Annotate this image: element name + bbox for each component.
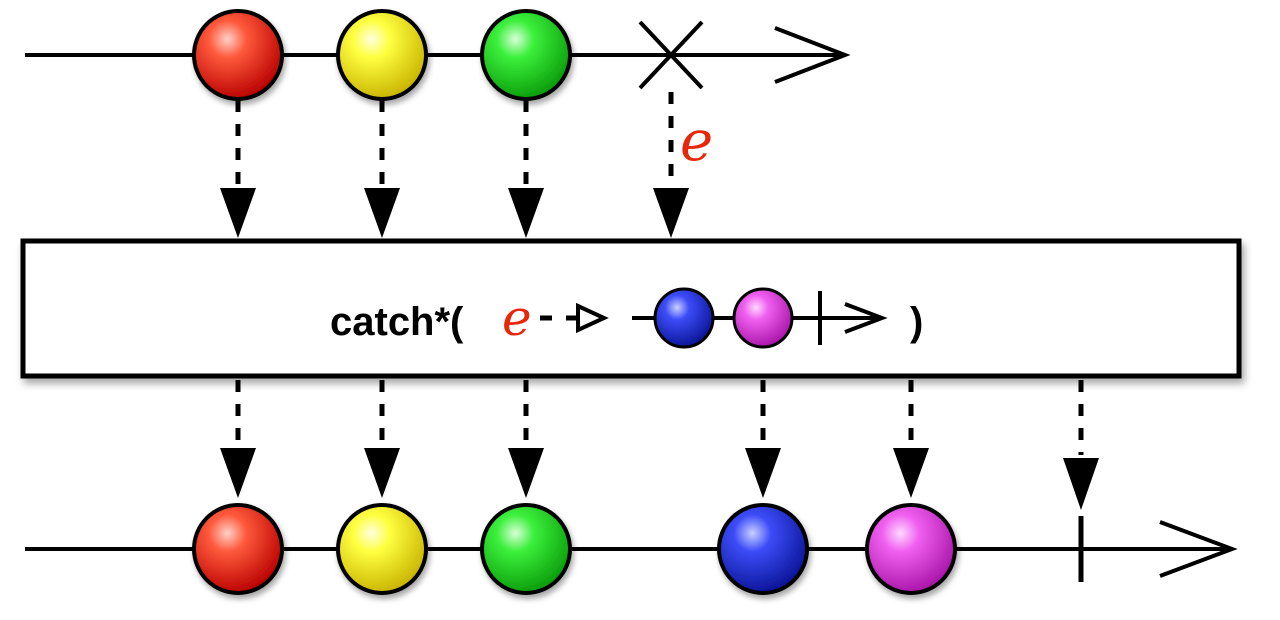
operator-inner-marble-blue — [653, 287, 715, 349]
operator-box-frame — [20, 238, 1242, 379]
input-arrowhead-green — [508, 188, 544, 238]
output-marble-green — [480, 503, 572, 595]
output-arrowhead-blue — [745, 448, 781, 498]
source-timeline — [25, 9, 851, 101]
source-timeline-arrowhead — [774, 26, 851, 84]
operator-dashed-arrowhead — [576, 302, 609, 334]
input-arrows — [235, 92, 674, 185]
operator-inner-marble-magenta — [732, 287, 794, 349]
output-arrowheads — [220, 448, 1099, 510]
output-arrowhead-green — [508, 448, 544, 498]
input-arrowheads — [220, 188, 689, 238]
operator-dashed-arrow — [540, 302, 609, 334]
operator-label-prefix: catch*( — [330, 300, 464, 344]
source-error-label: e — [680, 109, 713, 174]
input-arrowhead-red — [220, 188, 256, 238]
output-marble-blue — [717, 503, 809, 595]
output-timeline-arrowhead — [1159, 520, 1238, 578]
operator-label-suffix: ) — [910, 300, 923, 344]
source-error-x-icon — [638, 20, 704, 90]
output-arrowhead-complete — [1063, 458, 1099, 510]
operator-box: catch*( e ) — [20, 238, 1242, 379]
operator-error-symbol: e — [502, 289, 532, 347]
output-timeline — [25, 503, 1238, 595]
source-marble-green — [480, 9, 572, 101]
output-marble-red — [192, 503, 284, 595]
input-arrowhead-error — [653, 188, 689, 238]
output-arrowhead-magenta — [893, 448, 929, 498]
output-arrowhead-yellow — [364, 448, 400, 498]
output-marble-yellow — [336, 503, 428, 595]
output-marble-magenta — [865, 503, 957, 595]
output-arrows — [235, 380, 1084, 455]
output-arrowhead-red — [220, 448, 256, 498]
operator-inner-arrowhead — [844, 302, 888, 334]
operator-inner-timeline — [632, 287, 888, 349]
input-arrowhead-yellow — [364, 188, 400, 238]
source-marble-red — [192, 9, 284, 101]
source-marble-yellow — [336, 9, 428, 101]
